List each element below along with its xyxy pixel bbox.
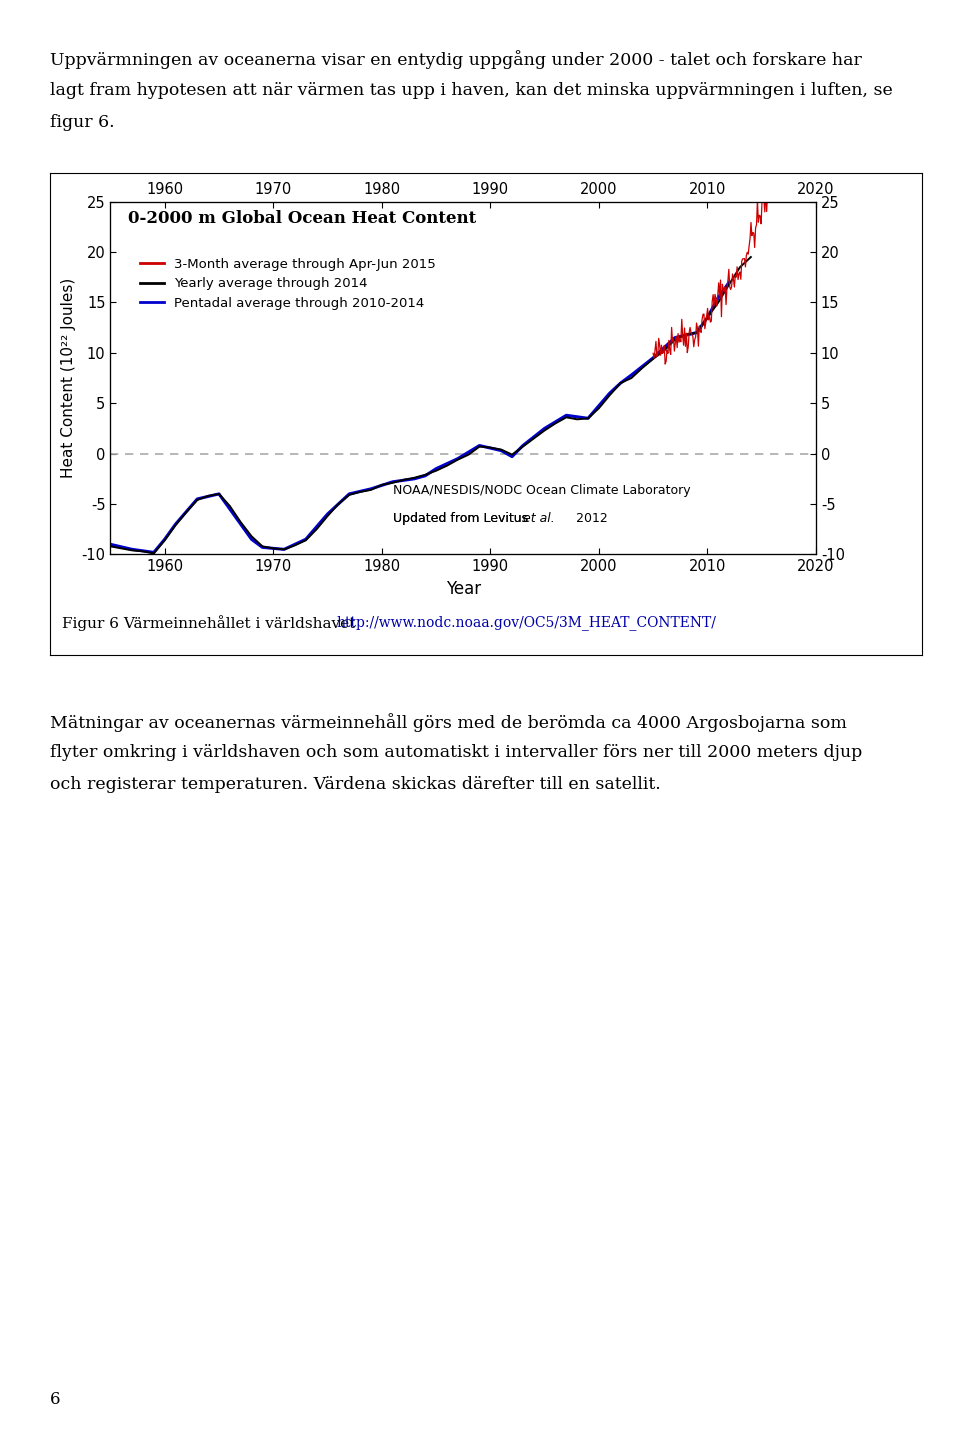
Text: http://www.nodc.noaa.gov/OC5/3M_HEAT_CONTENT/: http://www.nodc.noaa.gov/OC5/3M_HEAT_CON… (336, 615, 716, 629)
Text: lagt fram hypotesen att när värmen tas upp i haven, kan det minska uppvärmningen: lagt fram hypotesen att när värmen tas u… (50, 82, 893, 99)
Y-axis label: Heat Content (10²² Joules): Heat Content (10²² Joules) (61, 278, 76, 478)
Legend: 3-Month average through Apr-Jun 2015, Yearly average through 2014, Pentadal aver: 3-Month average through Apr-Jun 2015, Ye… (134, 252, 442, 315)
Text: Mätningar av oceanernas värmeinnehåll görs med de berömda ca 4000 Argosbojarna s: Mätningar av oceanernas värmeinnehåll gö… (50, 713, 847, 732)
Text: 6: 6 (50, 1391, 60, 1408)
Text: och registerar temperaturen. Värdena skickas därefter till en satellit.: och registerar temperaturen. Värdena ski… (50, 776, 660, 793)
Text: Uppvärmningen av oceanerna visar en entydig uppgång under 2000 - talet och forsk: Uppvärmningen av oceanerna visar en enty… (50, 50, 862, 69)
Text: et al.: et al. (523, 513, 555, 526)
X-axis label: Year: Year (445, 580, 481, 598)
Text: Updated from Levitus: Updated from Levitus (393, 513, 532, 526)
Text: flyter omkring i världshaven och som automatiskt i intervaller förs ner till 200: flyter omkring i världshaven och som aut… (50, 744, 862, 762)
Text: 0-2000 m Global Ocean Heat Content: 0-2000 m Global Ocean Heat Content (128, 210, 476, 228)
Text: Figur 6 Värmeinnehållet i världshavet: Figur 6 Värmeinnehållet i världshavet (62, 615, 361, 631)
Text: figur 6.: figur 6. (50, 114, 114, 131)
Text: NOAA/NESDIS/NODC Ocean Climate Laboratory: NOAA/NESDIS/NODC Ocean Climate Laborator… (393, 484, 690, 497)
Text: Updated from Levitus                  2012: Updated from Levitus 2012 (393, 513, 608, 526)
